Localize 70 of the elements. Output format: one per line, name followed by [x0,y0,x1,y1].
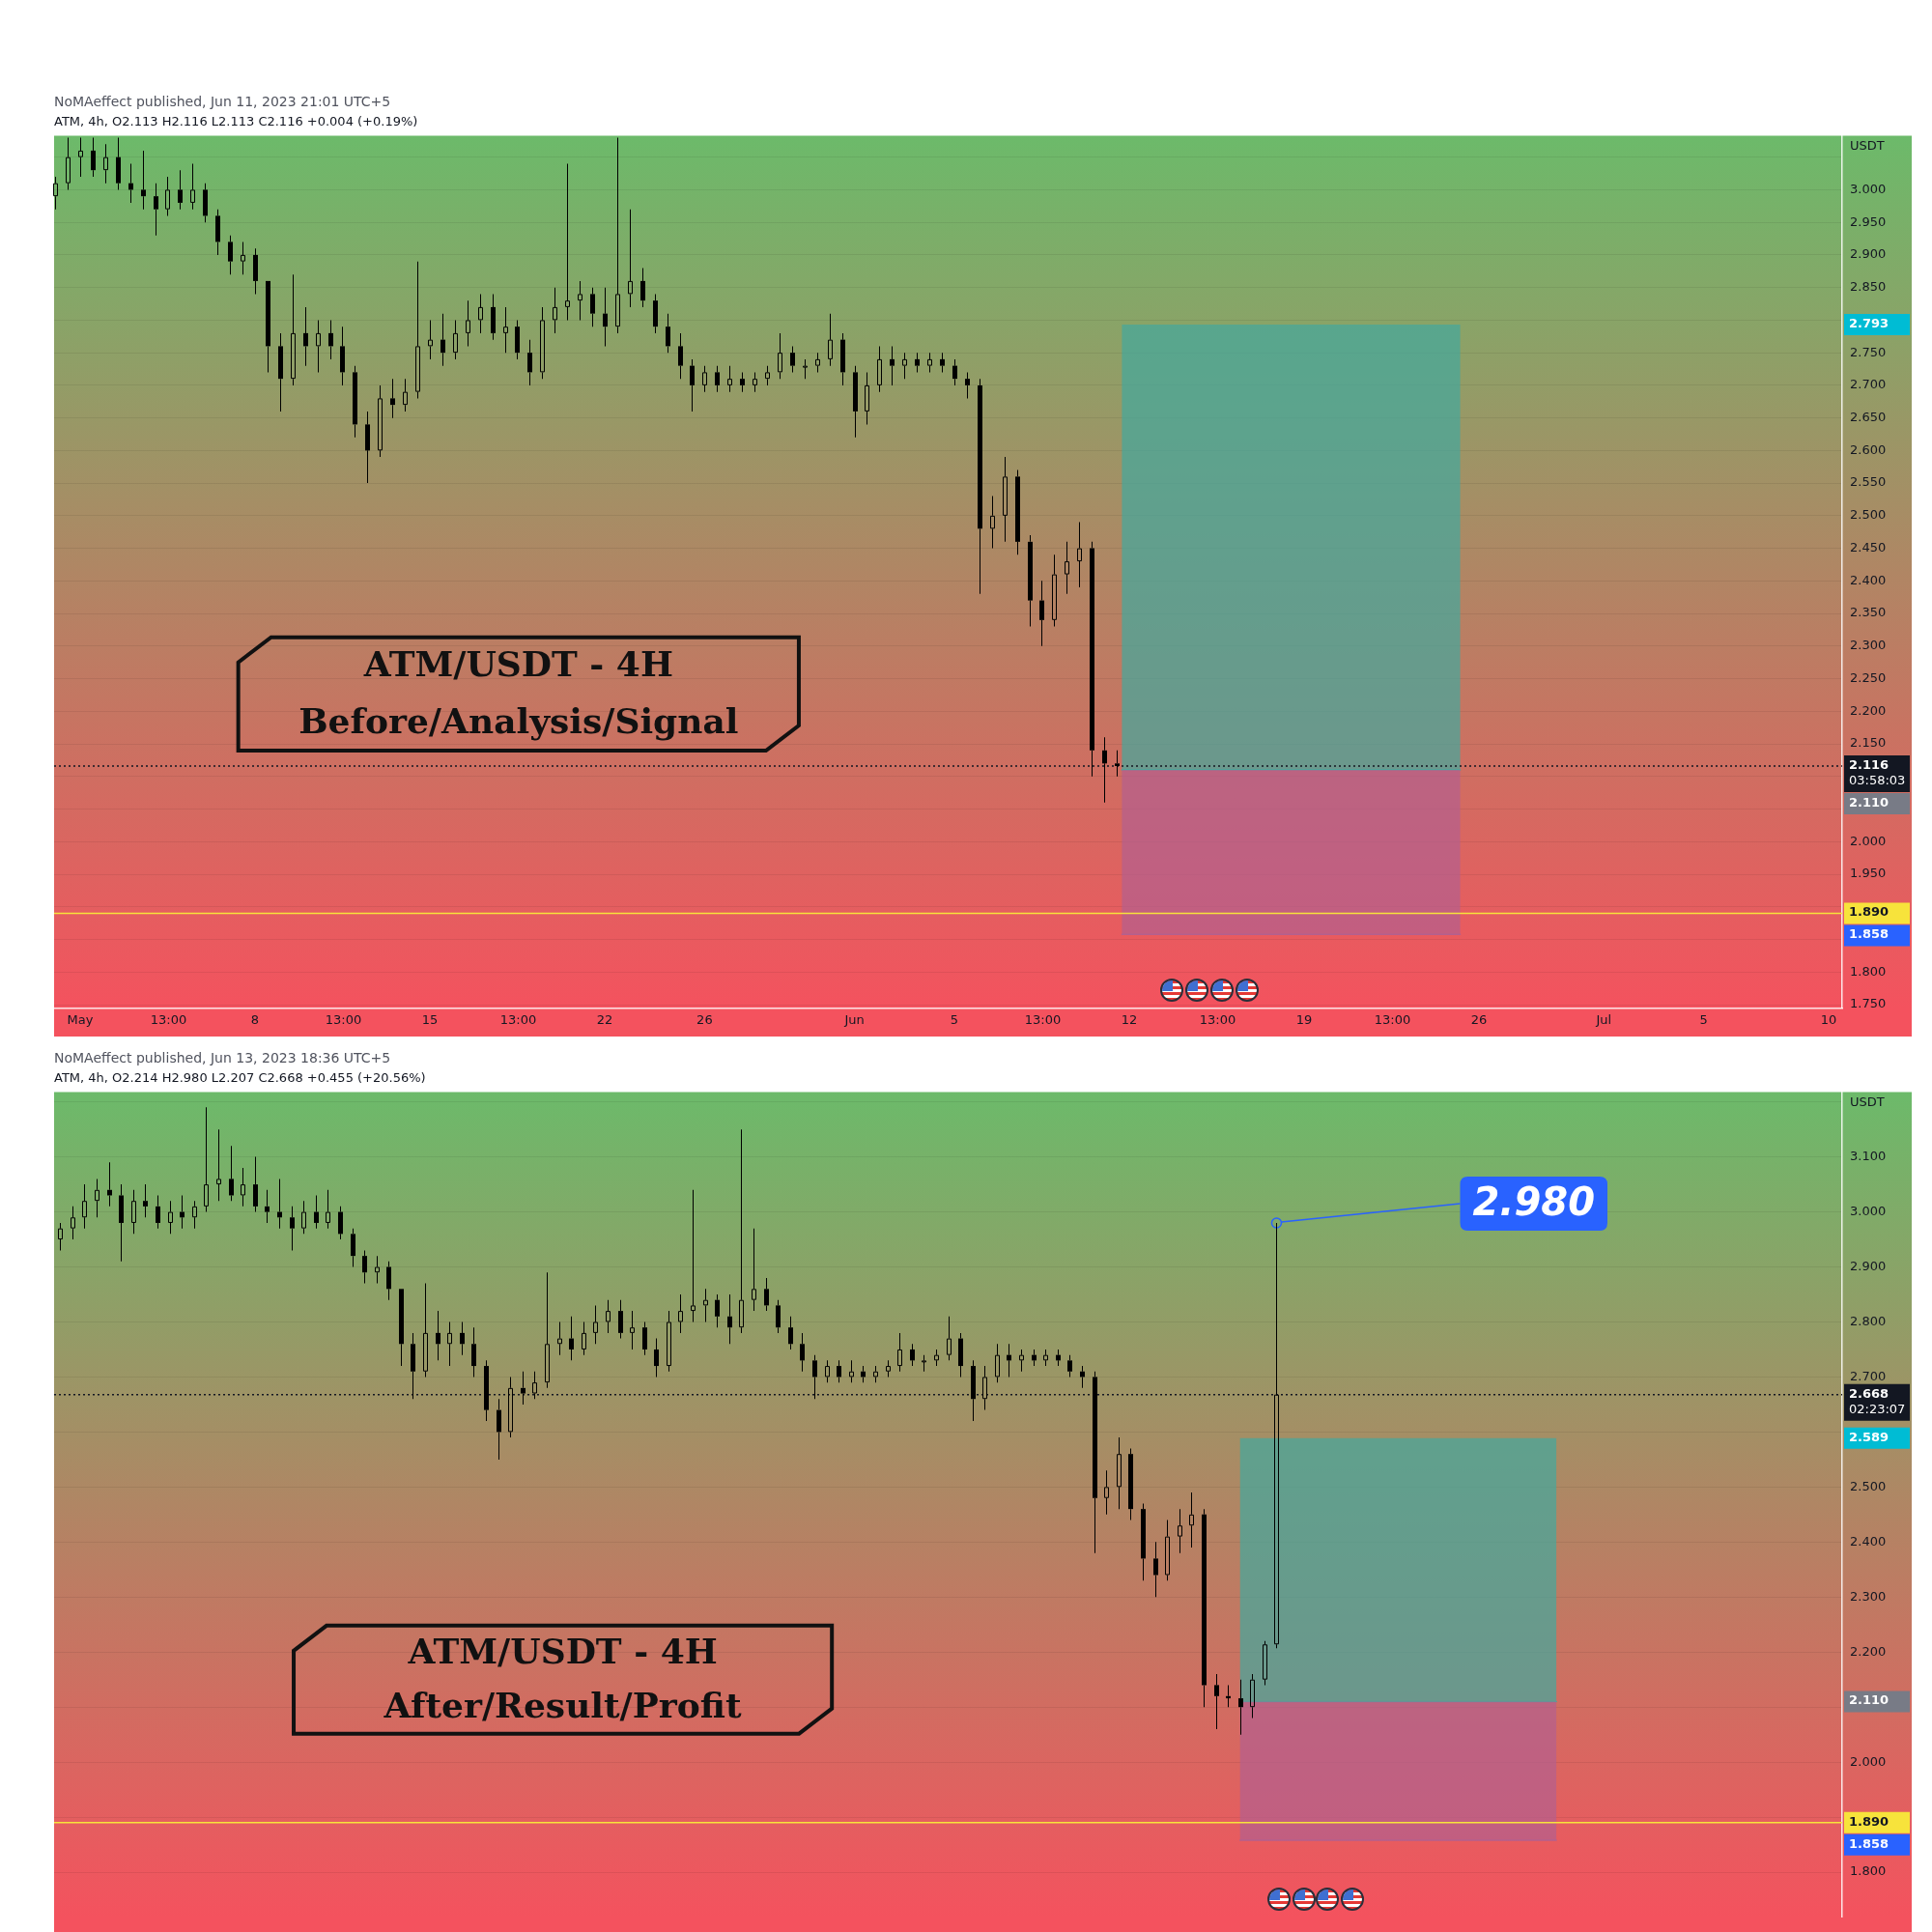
ref-line-label: 2.116 03:58:03 [1849,756,1906,787]
annotation: ATM/USDT - 4H After/Result/Profit [383,1631,742,1726]
x-tick-label: May [67,1011,94,1027]
x-tick-label: 5 [950,1011,959,1027]
y-tick-label: 2.950 [1850,213,1887,229]
y-tick-label: 2.750 [1850,344,1887,359]
y-tick-label: 1.750 [1850,996,1887,1011]
x-tick-label: 13:00 [1199,1011,1236,1027]
chart-title: NoMAeffect published, Jun 13, 2023 18:36 UTC+5 [54,1050,391,1066]
y-tick-label: 3.000 [1850,181,1887,196]
y-tick-label: 3.000 [1850,1203,1887,1218]
ref-line-label: 2.668 02:23:07 [1849,1385,1906,1416]
x-tick-label: 13:00 [1374,1011,1411,1027]
y-tick-label: 2.400 [1850,1533,1887,1548]
y-tick-label: 2.400 [1850,572,1887,587]
y-tick-label: 2.900 [1850,1258,1887,1273]
y-tick-label: 2.200 [1850,702,1887,718]
x-tick-label: 8 [250,1011,260,1027]
y-tick-label: 2.150 [1850,735,1887,751]
y-tick-label: 2.700 [1850,1368,1887,1383]
x-tick-label: 19 [1295,1011,1313,1027]
x-tick-label: 22 [596,1011,613,1027]
y-tick-label: 2.800 [1850,1313,1887,1328]
chart-title: NoMAeffect published, Jun 11, 2023 21:01 UTC+5 [54,94,391,110]
text: 2.110 [1849,794,1889,810]
x-tick-label: 13:00 [150,1011,187,1027]
y-tick-label: 2.000 [1850,833,1887,848]
y-tick-label: 2.300 [1850,1588,1887,1604]
x-tick-label: 10 [1820,1011,1837,1027]
y-tick-label: 1.800 [1850,1863,1887,1879]
x-tick-label: 12 [1121,1011,1138,1027]
y-tick-label: 2.500 [1850,1478,1887,1493]
y-axis-title: USDT [1850,1094,1885,1110]
text: 2.589 [1849,1429,1889,1444]
x-tick-label: 26 [696,1011,713,1027]
y-tick-label: 1.950 [1850,866,1887,881]
x-tick-label: 15 [421,1011,439,1027]
y-tick-label: 2.550 [1850,474,1887,490]
y-tick-label: 2.500 [1850,507,1887,523]
text: 2.110 [1849,1692,1889,1708]
text: 2.793 [1849,315,1889,330]
y-tick-label: 2.850 [1850,279,1887,295]
ref-line-label: 1.890 [1849,1813,1889,1829]
y-tick-label: 2.600 [1850,441,1887,457]
ref-line-label: 1.890 [1849,904,1889,920]
y-tick-label: 2.900 [1850,246,1887,262]
x-tick-label: 13:00 [1024,1011,1062,1027]
y-tick-label: 2.700 [1850,377,1887,392]
x-tick-label: 13:00 [325,1011,362,1027]
chart-subtitle: ATM, 4h, O2.113 H2.116 L2.113 C2.116 +0.004 (+0.19%) [54,113,418,128]
y-tick-label: 3.100 [1850,1148,1887,1163]
y-tick-label: 2.650 [1850,410,1887,424]
annotation: 2.980 [1472,1179,1596,1225]
y-tick-label: 2.000 [1850,1753,1887,1769]
y-tick-label: 1.800 [1850,963,1887,979]
y-tick-label: 2.200 [1850,1643,1887,1659]
x-tick-label: 26 [1470,1011,1488,1027]
y-tick-label: 2.250 [1850,669,1887,685]
text: 1.858 [1849,1835,1889,1851]
y-tick-label: 2.300 [1850,638,1887,653]
y-tick-label: 2.350 [1850,605,1887,620]
chart-subtitle: ATM, 4h, O2.214 H2.980 L2.207 C2.668 +0.455 (+20.56%) [54,1069,426,1085]
x-tick-label: Jul [1595,1011,1612,1027]
annotation: ATM/USDT - 4H Before/Analysis/Signal [298,643,739,742]
x-tick-label: Jun [843,1011,865,1027]
y-axis-title: USDT [1850,138,1885,154]
x-tick-label: 5 [1699,1011,1708,1027]
y-tick-label: 2.450 [1850,539,1887,554]
x-tick-label: 13:00 [499,1011,537,1027]
text: 1.858 [1849,926,1889,942]
